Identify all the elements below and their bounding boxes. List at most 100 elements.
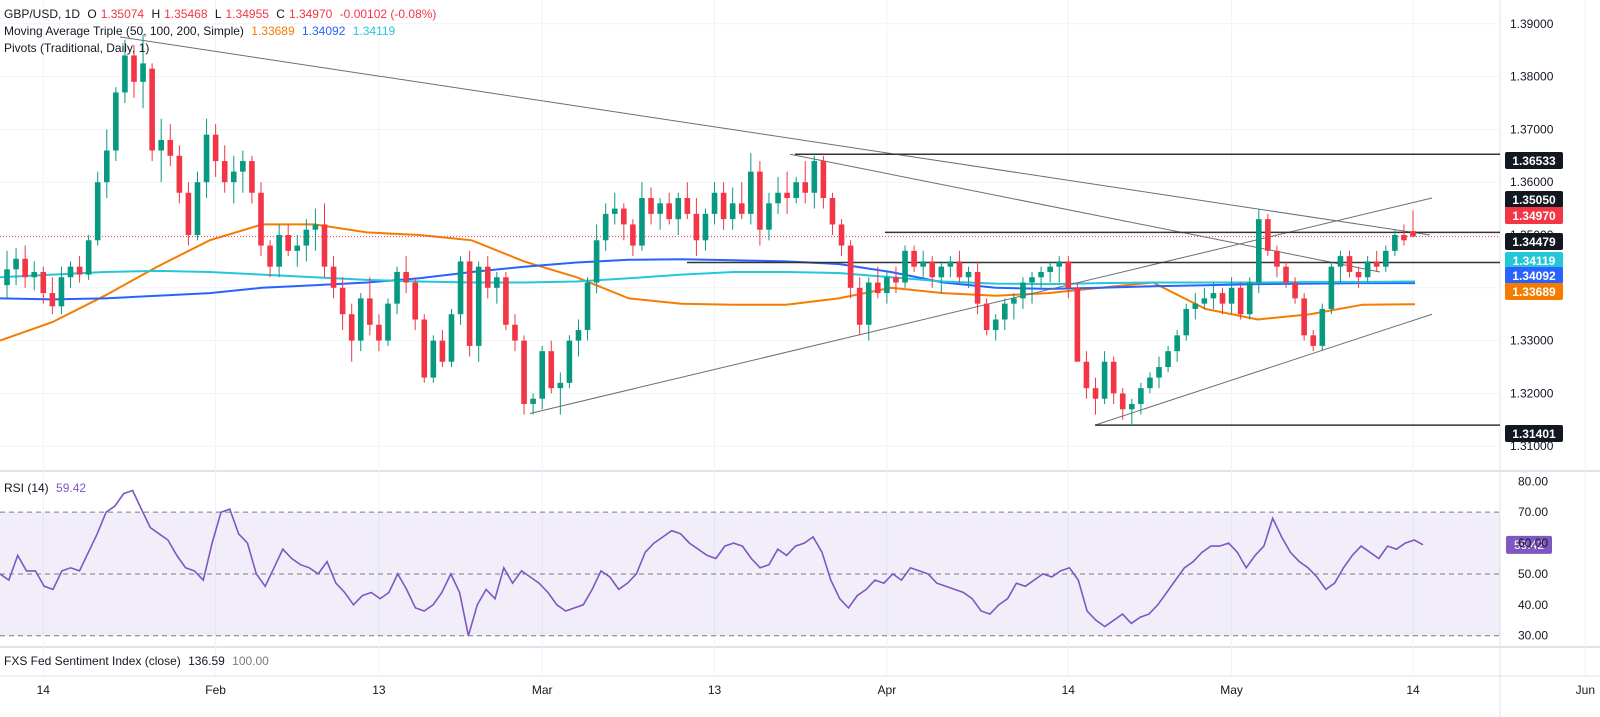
candle-body	[403, 271, 409, 283]
ma-legend[interactable]: Moving Average Triple (50, 100, 200, Sim…	[4, 23, 399, 39]
close-value: 1.34970	[288, 7, 333, 21]
candle-body	[1219, 293, 1226, 304]
candle-body	[76, 266, 83, 275]
low-value: 1.34955	[225, 7, 269, 21]
candle-body	[176, 155, 183, 193]
candle-body	[212, 134, 219, 162]
pivots-title: Pivots (Traditional, Daily, 1)	[4, 41, 150, 55]
candle-body	[1265, 219, 1271, 251]
candle-body	[1119, 393, 1126, 410]
candle-body	[1274, 250, 1280, 267]
candle-body	[675, 198, 682, 220]
time-tick-label: 14	[1406, 683, 1420, 697]
candle-body	[194, 182, 201, 235]
time-tick-label: Jun	[1576, 683, 1595, 697]
fxs-legend[interactable]: FXS Fed Sentiment Index (close) 136.59 1…	[4, 653, 273, 669]
candle-body	[983, 303, 990, 331]
trendline	[1094, 313, 1433, 426]
rsi-tick-label: 30.00	[1518, 629, 1548, 643]
candle-body	[503, 277, 509, 325]
candle-body	[1110, 361, 1117, 394]
price-tag	[1505, 267, 1563, 284]
candle-body	[1201, 298, 1208, 304]
candle-body	[267, 245, 273, 267]
candle-body	[1246, 282, 1253, 315]
price-tag-label: 1.34479	[1512, 235, 1556, 249]
symbol-title[interactable]: GBP/USD, 1D	[4, 7, 81, 21]
candle-body	[258, 192, 264, 246]
candle-body	[1147, 377, 1153, 389]
candle-body	[884, 277, 890, 294]
candle-body	[1346, 256, 1353, 272]
candle-body	[40, 271, 47, 294]
rsi-pane[interactable]: 59.42	[0, 489, 1552, 637]
candle-body	[1210, 293, 1217, 299]
candle-body	[1047, 266, 1053, 272]
candle-body	[475, 266, 482, 346]
candle-body	[140, 63, 146, 82]
rsi-tick-label: 80.00	[1518, 474, 1548, 488]
candle-body	[1301, 298, 1307, 336]
price-tick-label: 1.32000	[1510, 386, 1554, 400]
candlesticks[interactable]	[4, 34, 1416, 426]
candle-body	[811, 161, 818, 193]
candle-body	[602, 213, 609, 241]
trendline	[529, 197, 1433, 414]
candle-body	[22, 258, 28, 278]
candle-body	[748, 171, 754, 214]
candle-body	[856, 287, 863, 325]
candle-body	[1410, 231, 1416, 237]
candle-body	[103, 150, 110, 183]
price-tick-label: 1.38000	[1510, 70, 1554, 84]
candle-body	[339, 287, 346, 315]
rsi-legend[interactable]: RSI (14) 59.42	[4, 480, 90, 496]
price-tag	[1505, 425, 1563, 442]
time-tick-label: 13	[708, 683, 722, 697]
candle-body	[802, 182, 809, 193]
candle-body	[149, 68, 155, 151]
ma50-line	[0, 223, 1416, 342]
moving-averages	[0, 223, 1416, 342]
candle-body	[1255, 219, 1262, 283]
candle-body	[557, 382, 564, 389]
time-axis[interactable]: 14Feb13Mar13Apr14May14Jun12Jul14Aug14	[37, 683, 1600, 697]
fxs-value-1: 136.59	[188, 654, 225, 668]
candle-body	[548, 351, 555, 389]
candle-body	[920, 261, 926, 267]
candle-body	[303, 229, 310, 246]
price-tag-label: 1.31401	[1512, 427, 1556, 441]
candle-body	[838, 224, 845, 246]
time-tick-label: Mar	[532, 683, 553, 697]
low-label: L	[214, 7, 222, 21]
candle-body	[285, 235, 291, 251]
rsi-value-tag	[1506, 535, 1552, 554]
rsi-value-tag-label: 59.42	[1514, 538, 1544, 552]
candle-body	[1382, 250, 1389, 267]
candle-body	[766, 203, 772, 230]
candle-body	[122, 55, 128, 93]
high-value: 1.35468	[164, 7, 208, 21]
candle-body	[484, 266, 491, 288]
price-tick-label: 1.37000	[1510, 122, 1554, 136]
price-tag-label: 1.35050	[1512, 193, 1556, 207]
ma50-value: 1.33689	[251, 24, 295, 38]
candle-body	[221, 161, 228, 183]
candle-body	[1237, 287, 1244, 315]
candle-body	[575, 330, 582, 341]
price-tag	[1505, 283, 1563, 300]
price-tag	[1505, 252, 1563, 269]
candle-body	[947, 261, 954, 267]
pivots-legend[interactable]: Pivots (Traditional, Daily, 1)	[4, 40, 153, 56]
candle-body	[784, 192, 790, 199]
candle-body	[974, 271, 981, 304]
candle-body	[584, 282, 591, 331]
candle-body	[113, 92, 119, 151]
candle-body	[357, 298, 364, 341]
candle-body	[1129, 403, 1135, 410]
fxs-title: FXS Fed Sentiment Index (close)	[4, 654, 181, 668]
candle-body	[1011, 298, 1017, 304]
candle-body	[430, 340, 437, 378]
price-tag	[1505, 191, 1563, 208]
